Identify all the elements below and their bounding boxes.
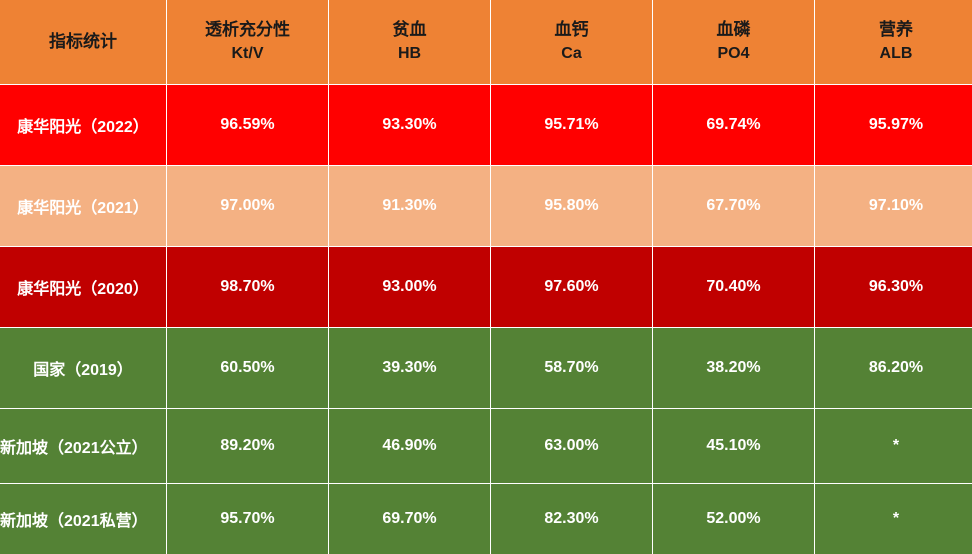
row-label: 康华阳光（2021） bbox=[0, 166, 166, 246]
table-cell: 93.30% bbox=[329, 85, 490, 165]
table-cell: 97.60% bbox=[491, 247, 652, 327]
table-cell: 95.80% bbox=[491, 166, 652, 246]
table-cell: 39.30% bbox=[329, 328, 490, 408]
table-cell: 96.30% bbox=[815, 247, 972, 327]
table-cell: 91.30% bbox=[329, 166, 490, 246]
row-label: 康华阳光（2020） bbox=[0, 247, 166, 327]
table-cell: 96.59% bbox=[167, 85, 328, 165]
row-label: 国家（2019） bbox=[0, 328, 166, 408]
row-label: 康华阳光（2022） bbox=[0, 85, 166, 165]
col-code: PO4 bbox=[717, 45, 750, 62]
header-col-ca: 血钙 Ca bbox=[491, 0, 652, 84]
col-name: 贫血 bbox=[392, 20, 427, 39]
table-cell: 98.70% bbox=[167, 247, 328, 327]
row-label: 新加坡（2021私营） bbox=[0, 484, 166, 554]
table-cell: 45.10% bbox=[653, 409, 814, 483]
table-cell: 97.10% bbox=[815, 166, 972, 246]
table-cell: 82.30% bbox=[491, 484, 652, 554]
header-col-ktv: 透析充分性 Kt/V bbox=[167, 0, 328, 84]
header-col-po4: 血磷 PO4 bbox=[653, 0, 814, 84]
header-col-alb: 营养 ALB bbox=[815, 0, 972, 84]
table-cell: 58.70% bbox=[491, 328, 652, 408]
col-code: ALB bbox=[879, 45, 913, 62]
col-name: 血磷 bbox=[716, 20, 751, 39]
col-name: 营养 bbox=[879, 20, 913, 39]
table-cell: 69.70% bbox=[329, 484, 490, 554]
col-name: 透析充分性 bbox=[205, 20, 290, 39]
table-cell: 52.00% bbox=[653, 484, 814, 554]
table-cell: 89.20% bbox=[167, 409, 328, 483]
table-cell: 67.70% bbox=[653, 166, 814, 246]
col-code: HB bbox=[397, 45, 422, 62]
row-label: 新加坡（2021公立） bbox=[0, 409, 166, 483]
header-corner: 指标统计 bbox=[0, 0, 166, 84]
table-cell: 38.20% bbox=[653, 328, 814, 408]
table-cell: 60.50% bbox=[167, 328, 328, 408]
table-cell: 97.00% bbox=[167, 166, 328, 246]
table-cell: 86.20% bbox=[815, 328, 972, 408]
table-cell: 95.97% bbox=[815, 85, 972, 165]
header-col-hb: 贫血 HB bbox=[329, 0, 490, 84]
table-cell: * bbox=[815, 484, 972, 554]
corner-label: 指标统计 bbox=[49, 32, 117, 51]
table-cell: 93.00% bbox=[329, 247, 490, 327]
table-cell: 70.40% bbox=[653, 247, 814, 327]
col-name: 血钙 bbox=[554, 20, 589, 39]
table-cell: 95.70% bbox=[167, 484, 328, 554]
table-cell: 46.90% bbox=[329, 409, 490, 483]
col-code: Ca bbox=[561, 45, 582, 62]
table-cell: 69.74% bbox=[653, 85, 814, 165]
table-cell: * bbox=[815, 409, 972, 483]
table-cell: 63.00% bbox=[491, 409, 652, 483]
table-cell: 95.71% bbox=[491, 85, 652, 165]
col-code: Kt/V bbox=[231, 45, 264, 62]
